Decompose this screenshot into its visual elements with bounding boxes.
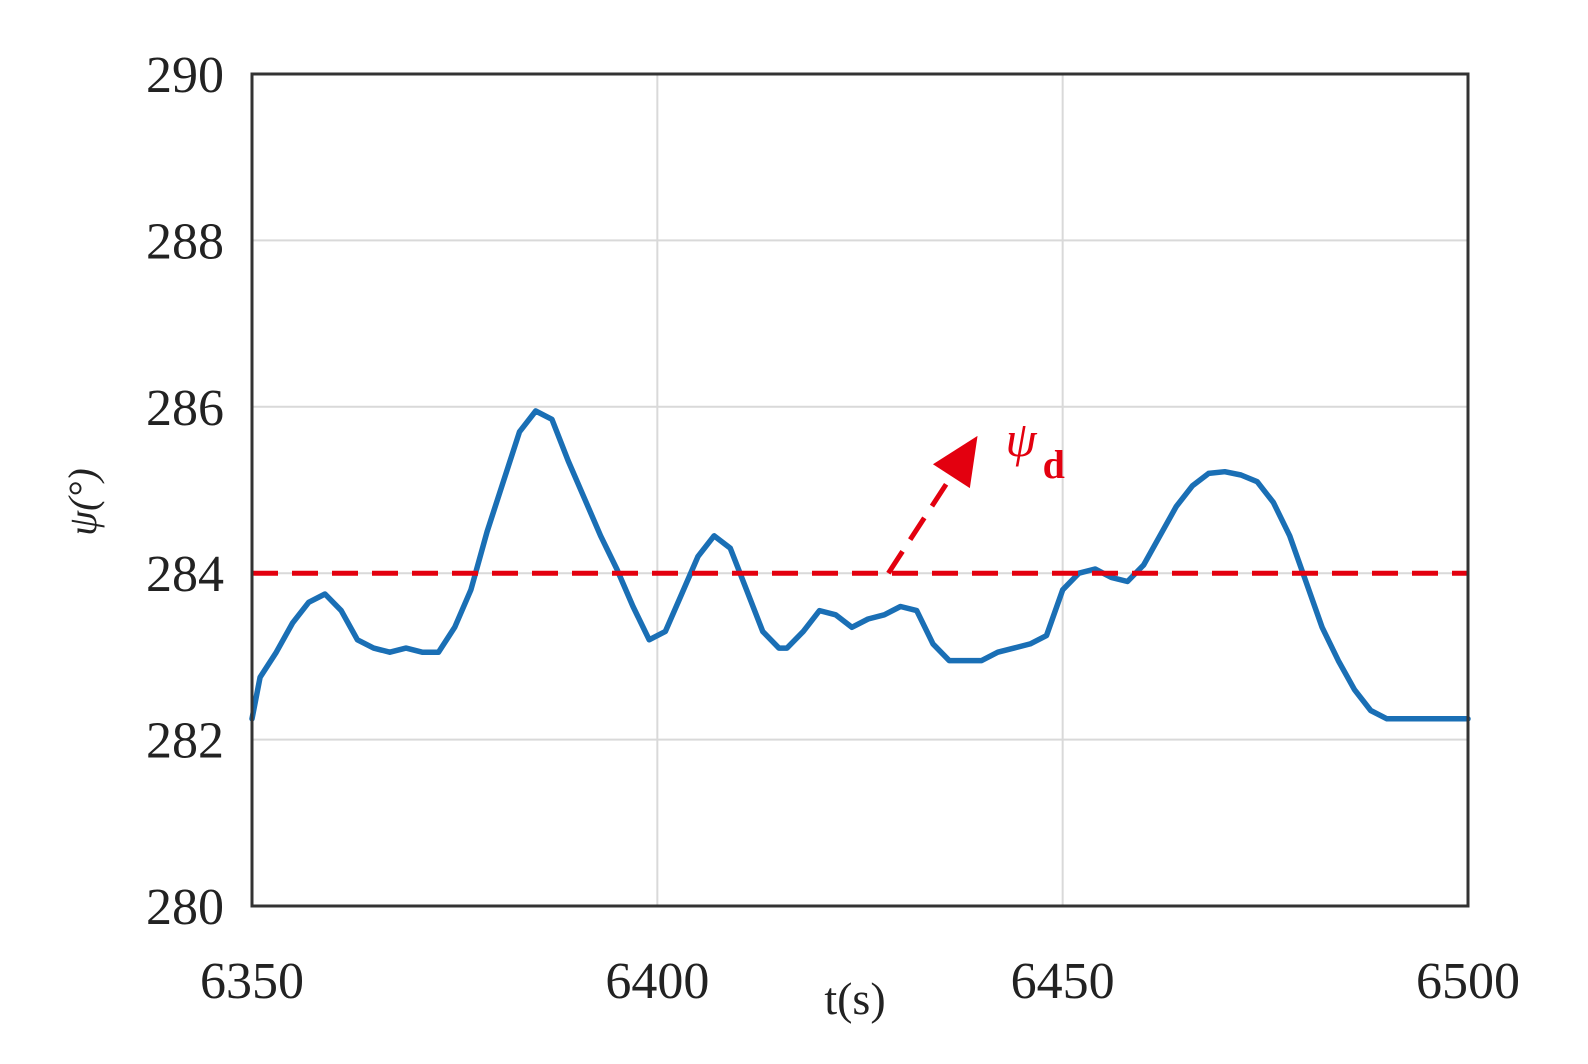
y-tick-label-4: 288	[146, 213, 224, 270]
x-tick-label-3: 6500	[1416, 953, 1520, 1010]
y-tick-labels: 280 282 284 286 288 290	[146, 47, 224, 936]
y-tick-label-1: 282	[146, 713, 224, 770]
y-axis-label: ψ(°)	[60, 468, 105, 535]
x-tick-label-1: 6400	[605, 953, 709, 1010]
x-tick-label-0: 6350	[200, 953, 304, 1010]
annotation-arrow-shaft	[886, 474, 954, 575]
x-axis-label: t(s)	[824, 973, 885, 1024]
y-tick-label-2: 284	[146, 546, 224, 603]
series-layer	[249, 408, 1471, 722]
annotation-symbol: ψ	[1006, 411, 1038, 467]
heading-line-psi	[249, 408, 1471, 722]
x-tick-labels: 6350 6400 6450 6500	[200, 953, 1520, 1010]
y-tick-label-3: 286	[146, 380, 224, 437]
annotation-arrowhead	[932, 435, 978, 489]
annotation-subscript: d	[1043, 442, 1065, 487]
plot-frame	[250, 72, 1470, 908]
y-tick-label-0: 280	[146, 879, 224, 936]
y-tick-label-5: 290	[146, 47, 224, 104]
x-tick-label-2: 6450	[1011, 953, 1115, 1010]
